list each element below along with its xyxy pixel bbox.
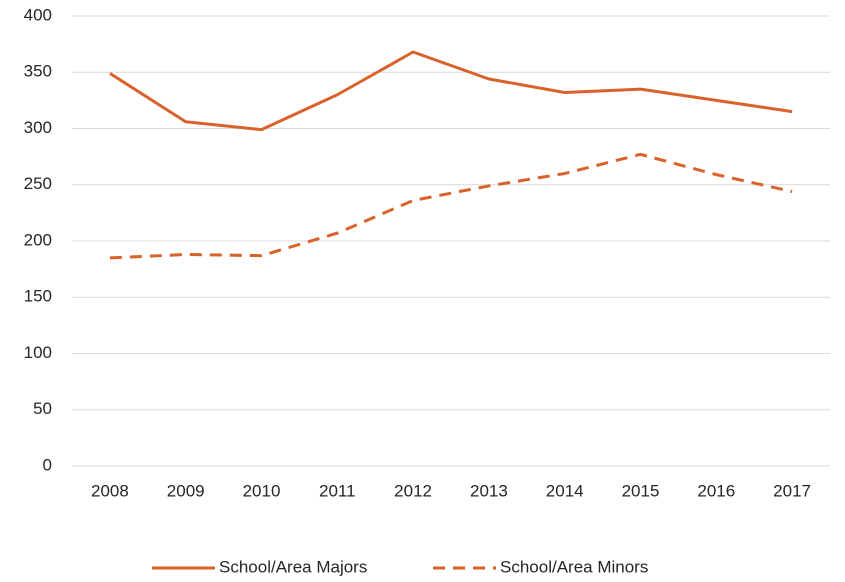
x-tick-label: 2009 — [167, 481, 205, 500]
y-tick-label: 350 — [24, 62, 52, 81]
legend-label: School/Area Minors — [500, 557, 648, 576]
y-tick-label: 150 — [24, 287, 52, 306]
x-tick-label: 2012 — [394, 481, 432, 500]
x-tick-label: 2011 — [319, 481, 356, 500]
x-tick-label: 2016 — [697, 481, 735, 500]
y-tick-label: 0 — [43, 455, 52, 474]
line-series — [109, 50, 793, 132]
x-tick-label: 2008 — [91, 481, 129, 500]
y-tick-label: 300 — [24, 118, 52, 137]
line-series — [109, 152, 793, 260]
y-tick-label: 400 — [24, 5, 52, 24]
x-tick-label: 2015 — [622, 481, 660, 500]
x-tick-label: 2013 — [470, 481, 508, 500]
legend-label: School/Area Majors — [219, 557, 367, 576]
y-tick-label: 200 — [24, 230, 52, 249]
x-tick-label: 2017 — [773, 481, 811, 500]
x-tick-label: 2014 — [546, 481, 584, 500]
y-tick-label: 50 — [33, 399, 52, 418]
x-tick-label: 2010 — [243, 481, 281, 500]
y-tick-label: 250 — [24, 174, 52, 193]
y-tick-label: 100 — [24, 343, 52, 362]
